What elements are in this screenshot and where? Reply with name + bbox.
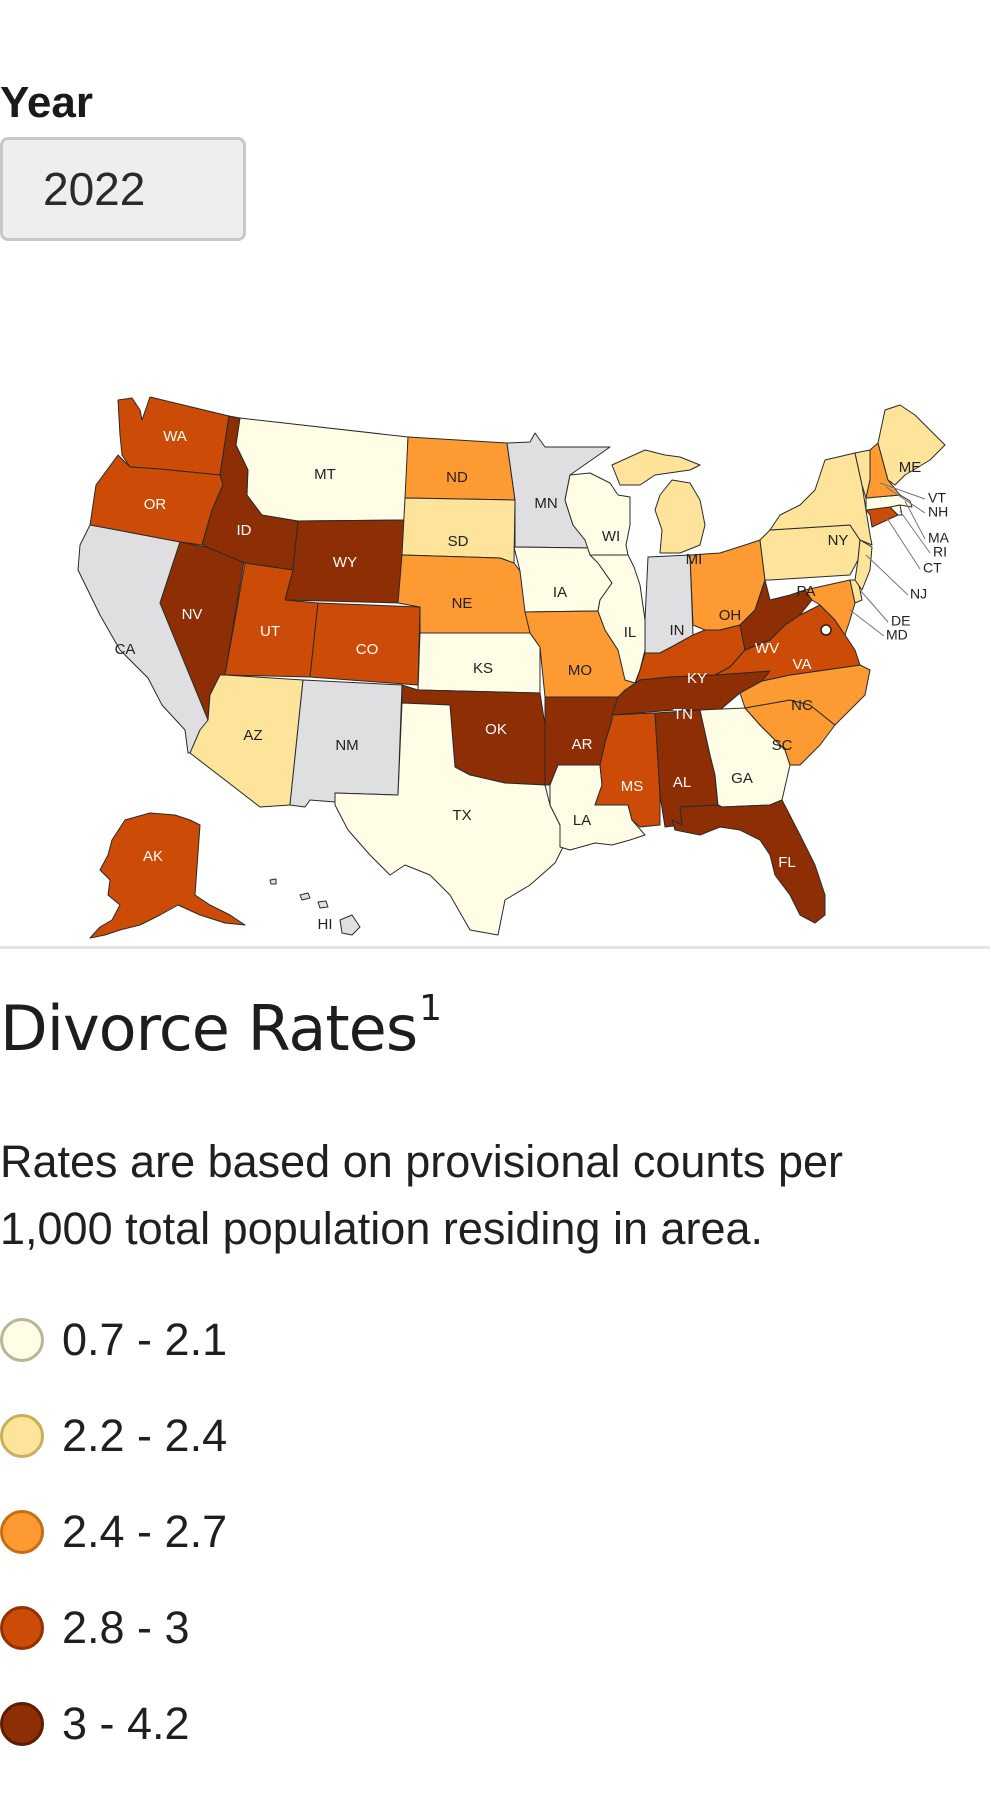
state-WI[interactable] — [564, 472, 631, 556]
label-WI: WI — [602, 528, 620, 545]
label-IA: IA — [553, 584, 567, 601]
legend-label-2: 2.4 - 2.7 — [62, 1506, 228, 1557]
label-AR: AR — [572, 736, 593, 753]
label-ME: ME — [899, 459, 922, 476]
legend-swatch-4 — [0, 1702, 44, 1746]
legend-item-4[interactable]: 3 - 4.2 — [0, 1698, 190, 1750]
label-DE: DE — [891, 613, 910, 629]
legend-label-1: 2.2 - 2.4 — [62, 1410, 228, 1461]
divider — [0, 946, 990, 949]
state-AK[interactable] — [89, 812, 246, 939]
label-RI: RI — [933, 544, 947, 560]
title-footnote: 1 — [419, 988, 442, 1029]
label-MT: MT — [314, 466, 336, 483]
legend-swatch-3 — [0, 1606, 44, 1650]
label-AZ: AZ — [243, 727, 262, 744]
label-HI: HI — [318, 916, 333, 933]
legend-label-3: 2.8 - 3 — [62, 1602, 190, 1653]
state-MA[interactable] — [865, 494, 913, 511]
label-LA: LA — [573, 812, 591, 829]
legend-item-1[interactable]: 2.2 - 2.4 — [0, 1410, 227, 1462]
label-UT: UT — [260, 623, 280, 640]
label-FL: FL — [778, 854, 796, 871]
label-NC: NC — [791, 697, 813, 714]
label-VT: VT — [928, 490, 946, 506]
state-MI[interactable] — [611, 449, 706, 554]
state-WY[interactable] — [284, 519, 406, 604]
label-NE: NE — [452, 595, 473, 612]
label-OR: OR — [144, 496, 167, 513]
label-NM: NM — [335, 737, 358, 754]
state-HI[interactable] — [269, 878, 361, 936]
legend-label-0: 0.7 - 2.1 — [62, 1314, 228, 1365]
label-VA: VA — [793, 656, 812, 673]
state-NJ[interactable] — [854, 539, 873, 591]
state-KS[interactable] — [417, 632, 541, 694]
label-CO: CO — [356, 641, 379, 658]
label-NV: NV — [182, 606, 203, 623]
legend-swatch-0 — [0, 1318, 44, 1362]
label-NH: NH — [928, 504, 948, 520]
legend-item-0[interactable]: 0.7 - 2.1 — [0, 1314, 227, 1366]
year-filter-label: Year — [0, 78, 93, 127]
state-ME[interactable] — [877, 404, 946, 486]
label-MA: MA — [928, 530, 950, 546]
label-IL: IL — [624, 624, 637, 641]
label-MD: MD — [886, 627, 908, 643]
label-PA: PA — [797, 583, 816, 600]
title-text: Divorce Rates — [0, 992, 418, 1065]
label-OK: OK — [485, 721, 507, 738]
label-WY: WY — [333, 554, 357, 571]
label-SD: SD — [448, 533, 469, 550]
label-CT: CT — [923, 560, 942, 576]
label-NY: NY — [828, 532, 849, 549]
label-MS: MS — [621, 778, 644, 795]
label-TN: TN — [673, 706, 693, 723]
label-MN: MN — [534, 495, 557, 512]
label-MI: MI — [686, 551, 703, 568]
label-GA: GA — [731, 770, 753, 787]
state-TX[interactable] — [334, 702, 566, 936]
label-AK: AK — [143, 848, 163, 865]
label-NJ: NJ — [910, 586, 927, 602]
label-ND: ND — [446, 469, 468, 486]
label-KY: KY — [687, 670, 707, 687]
year-select[interactable]: 2022 — [0, 137, 246, 241]
legend-label-4: 3 - 4.2 — [62, 1698, 190, 1749]
state-IL[interactable] — [589, 554, 646, 684]
state-FL[interactable] — [671, 799, 826, 924]
label-AL: AL — [673, 774, 691, 791]
state-WV[interactable] — [739, 579, 813, 651]
label-WV: WV — [755, 640, 779, 657]
dc-marker — [820, 624, 832, 636]
label-OH: OH — [719, 607, 742, 624]
us-choropleth-map: WA OR ID MT WY NV CA UT CO AZ NM ND SD N… — [0, 375, 990, 950]
map-title: Divorce Rates1 — [0, 988, 442, 1065]
label-MO: MO — [568, 662, 592, 679]
legend-item-3[interactable]: 2.8 - 3 — [0, 1602, 190, 1654]
state-SD[interactable] — [401, 497, 516, 564]
label-WA: WA — [163, 428, 187, 445]
map-description: Rates are based on provisional counts pe… — [0, 1136, 844, 1254]
label-IN: IN — [670, 622, 685, 639]
label-TX: TX — [452, 807, 471, 824]
label-CA: CA — [115, 641, 136, 658]
label-KS: KS — [473, 660, 493, 677]
map-svg: WA OR ID MT WY NV CA UT CO AZ NM ND SD N… — [77, 396, 950, 939]
label-SC: SC — [772, 737, 793, 754]
label-ID: ID — [237, 522, 252, 539]
legend-swatch-1 — [0, 1414, 44, 1458]
legend-swatch-2 — [0, 1510, 44, 1554]
legend-item-2[interactable]: 2.4 - 2.7 — [0, 1506, 227, 1558]
